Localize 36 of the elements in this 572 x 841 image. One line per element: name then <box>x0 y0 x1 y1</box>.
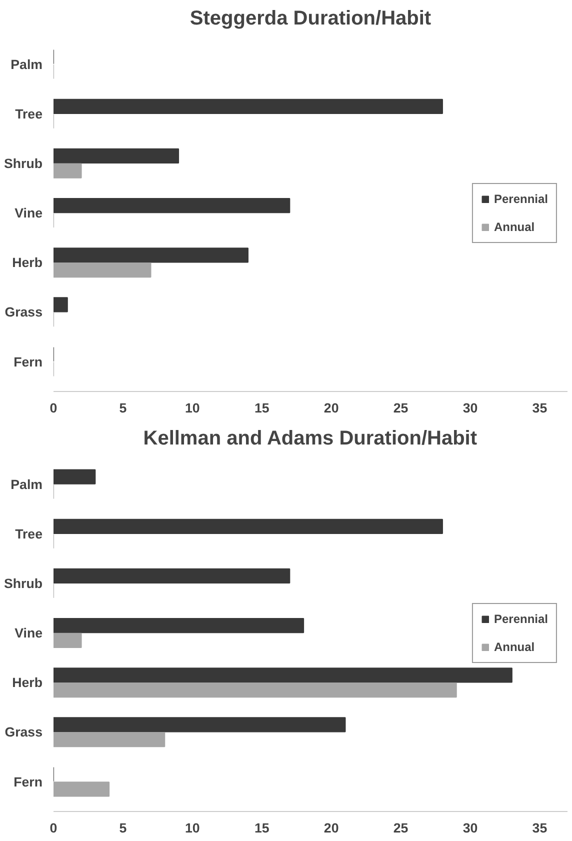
x-tick-label: 25 <box>393 820 409 836</box>
x-tick-label: 5 <box>119 820 128 836</box>
x-tick-label: 0 <box>50 400 58 416</box>
legend-label: Perennial <box>494 192 548 206</box>
y-tick-label: Fern <box>14 354 43 370</box>
x-tick-label: 30 <box>462 820 478 836</box>
x-tick-label: 0 <box>50 820 58 836</box>
x-tick-label: 10 <box>185 400 200 416</box>
y-tick-label: Palm <box>10 56 43 72</box>
x-tick-label: 20 <box>324 400 339 416</box>
y-tick-label: Grass <box>4 724 43 740</box>
chart-title: Steggerda Duration/Habit <box>190 8 432 30</box>
x-tick-label: 35 <box>532 820 548 836</box>
y-tick-label: Shrub <box>4 576 43 591</box>
y-tick-label: Shrub <box>4 156 43 171</box>
x-tick-label: 15 <box>254 820 270 836</box>
x-tick-label: 30 <box>462 400 478 416</box>
legend-label: Annual <box>494 220 535 234</box>
y-tick-label: Grass <box>4 304 43 320</box>
x-tick-label: 25 <box>393 400 409 416</box>
x-tick-label: 20 <box>324 820 339 836</box>
y-tick-label: Fern <box>14 774 43 790</box>
y-tick-label: Herb <box>12 675 43 690</box>
y-tick-label: Vine <box>14 206 42 220</box>
y-tick-label: Palm <box>10 476 43 492</box>
chart-title: Kellman and Adams Duration/Habit <box>143 428 478 450</box>
y-tick-label: Tree <box>15 526 43 542</box>
legend-label: Perennial <box>494 612 548 626</box>
y-tick-label: Tree <box>15 106 43 122</box>
y-tick-label: Herb <box>12 255 43 270</box>
x-tick-label: 10 <box>185 820 200 836</box>
x-tick-label: 35 <box>532 400 548 416</box>
x-tick-label: 15 <box>254 400 270 416</box>
y-tick-label: Vine <box>14 626 42 640</box>
x-tick-label: 5 <box>119 400 128 416</box>
legend-label: Annual <box>494 640 535 654</box>
